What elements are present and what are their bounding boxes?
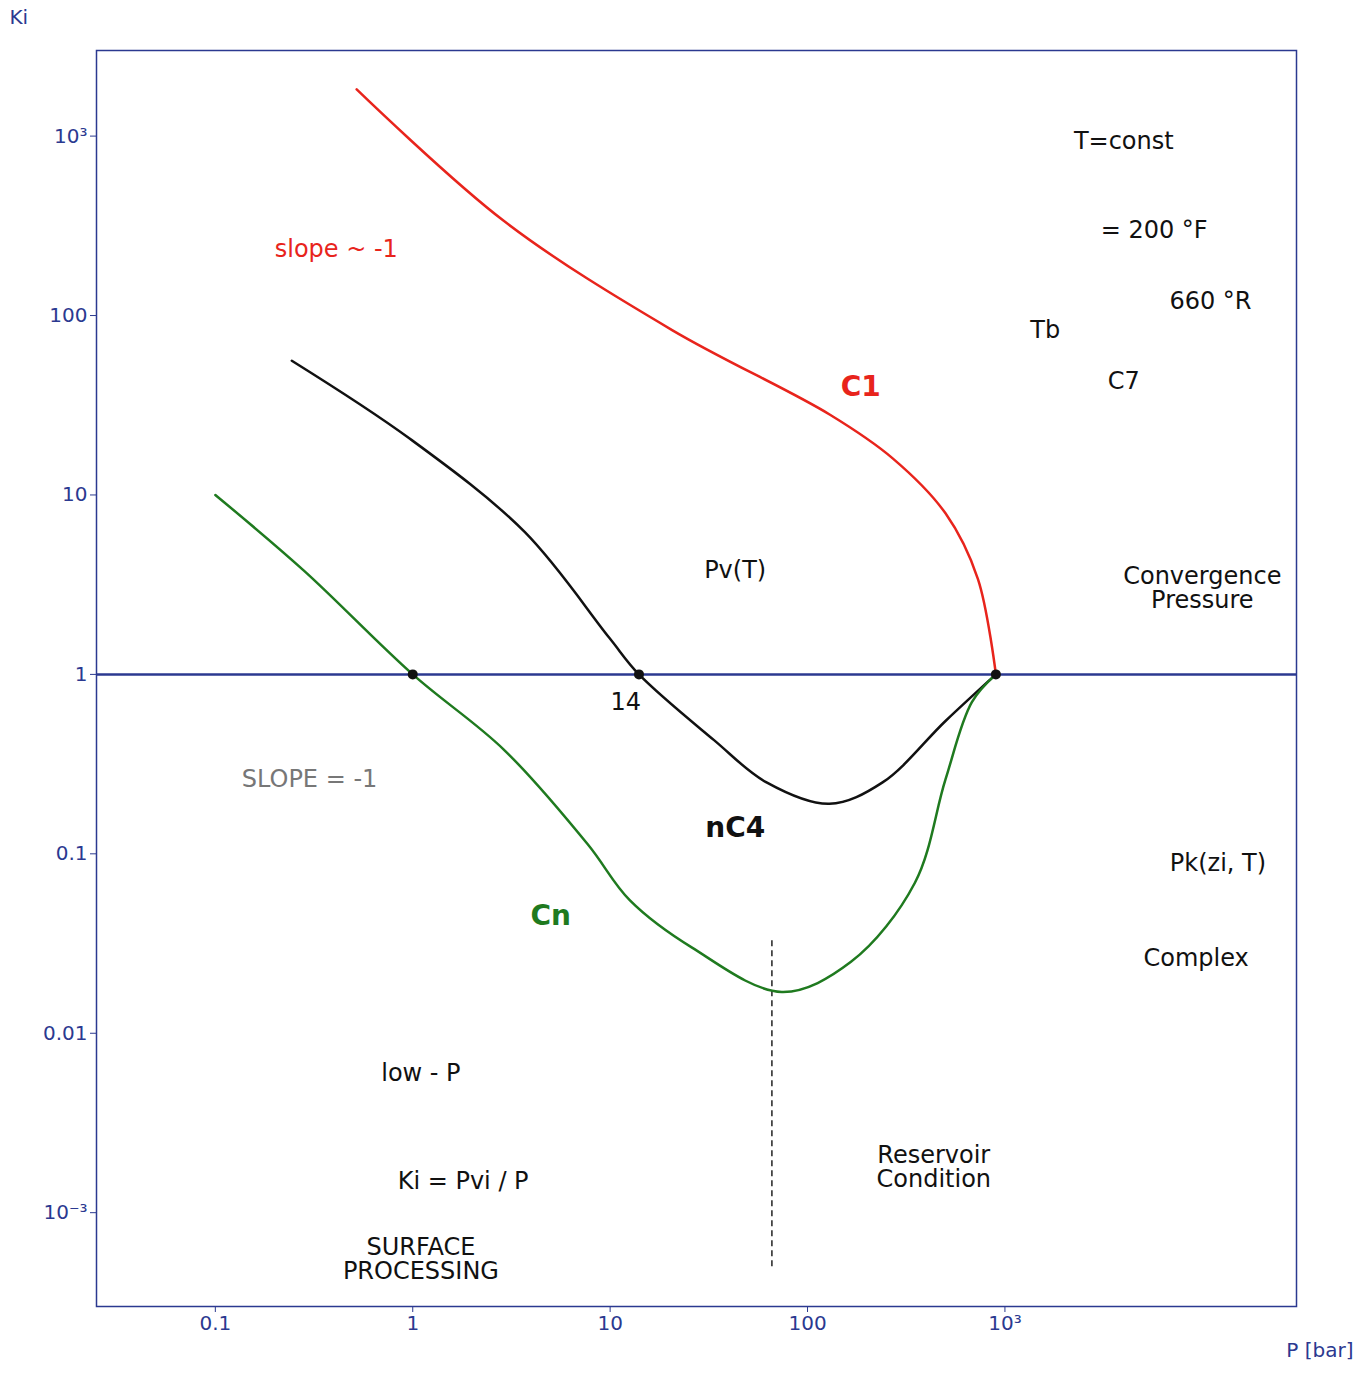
svg-text:C7: C7	[1108, 367, 1140, 395]
svg-text:0.1: 0.1	[56, 841, 88, 865]
svg-text:slope ~ -1: slope ~ -1	[275, 235, 398, 263]
svg-text:ConvergencePressure: ConvergencePressure	[1123, 562, 1281, 614]
svg-text:10³: 10³	[54, 124, 87, 148]
svg-text:14: 14	[610, 688, 641, 716]
svg-text:100: 100	[49, 303, 87, 327]
svg-text:10: 10	[597, 1311, 622, 1335]
svg-text:Tb: Tb	[1029, 316, 1060, 344]
svg-text:SLOPE = -1: SLOPE = -1	[242, 765, 378, 793]
svg-text:C1: C1	[841, 370, 881, 403]
svg-text:SURFACEPROCESSING: SURFACEPROCESSING	[343, 1233, 499, 1285]
svg-text:Pk(zi, T): Pk(zi, T)	[1170, 849, 1266, 877]
svg-text:Pv(T): Pv(T)	[704, 556, 766, 584]
svg-text:660 °R: 660 °R	[1169, 287, 1251, 315]
svg-text:P [bar]: P [bar]	[1286, 1338, 1353, 1362]
svg-text:nC4: nC4	[705, 811, 765, 844]
svg-text:1: 1	[75, 662, 88, 686]
svg-text:Ki: Ki	[10, 6, 29, 29]
svg-text:0.1: 0.1	[199, 1311, 231, 1335]
svg-text:100: 100	[788, 1311, 826, 1335]
svg-text:Complex: Complex	[1143, 944, 1248, 972]
svg-text:Ki = Pvi / P: Ki = Pvi / P	[398, 1167, 529, 1195]
svg-text:ReservoirCondition: ReservoirCondition	[876, 1141, 991, 1193]
svg-text:10: 10	[62, 482, 87, 506]
svg-text:Cn: Cn	[530, 899, 570, 932]
svg-text:= 200 °F: = 200 °F	[1101, 216, 1208, 244]
svg-text:0.01: 0.01	[43, 1021, 88, 1045]
svg-text:10⁻³: 10⁻³	[43, 1200, 87, 1224]
svg-text:10³: 10³	[988, 1311, 1021, 1335]
svg-text:T=const: T=const	[1073, 127, 1174, 155]
svg-text:1: 1	[406, 1311, 419, 1335]
svg-text:low - P: low - P	[381, 1059, 460, 1087]
